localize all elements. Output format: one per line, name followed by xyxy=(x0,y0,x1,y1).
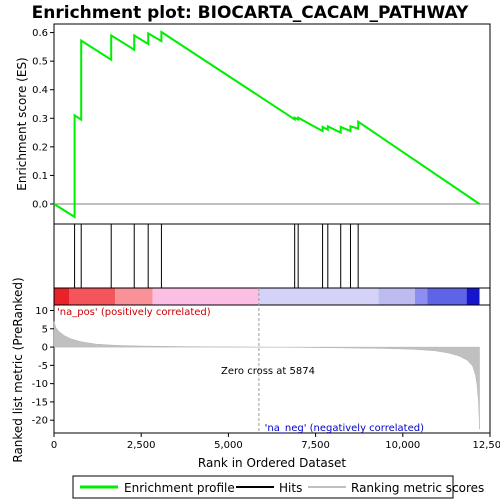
x-tick-label: 5,000 xyxy=(214,440,243,451)
es-y-tick-label: 0.2 xyxy=(32,142,48,153)
metric-y-axis: 10 5 0 -5 -10 -15 -20 xyxy=(32,306,54,427)
color-bar-segment xyxy=(258,288,379,305)
legend: Enrichment profile Hits Ranking metric s… xyxy=(72,475,484,499)
x-axis-label: Rank in Ordered Dataset xyxy=(198,456,346,470)
color-bar-segment xyxy=(466,288,480,305)
na-pos-label: 'na_pos' (positively correlated) xyxy=(57,307,211,318)
zero-cross-label: Zero cross at 5874 xyxy=(221,366,315,377)
es-y-label: Enrichment score (ES) xyxy=(15,57,29,190)
color-bar-panel xyxy=(53,287,491,306)
metric-y-tick-label: 10 xyxy=(35,306,48,317)
color-bar-segment xyxy=(152,288,259,305)
metric-y-tick-label: -15 xyxy=(32,397,48,408)
color-bar-segment xyxy=(427,288,467,305)
es-y-axis: 0.0 0.1 0.2 0.3 0.4 0.5 0.6 xyxy=(32,28,54,211)
es-y-tick-label: 0.3 xyxy=(32,114,48,125)
color-bar-segment xyxy=(115,288,153,305)
metric-y-tick-label: 5 xyxy=(42,324,48,335)
x-tick-label: 2,500 xyxy=(127,440,156,451)
na-neg-label: 'na_neg' (negatively correlated) xyxy=(265,423,424,434)
es-panel-frame xyxy=(53,23,491,225)
ranked-color-bar xyxy=(54,288,480,305)
x-axis: 0 2,500 5,000 7,500 10,000 12,500 xyxy=(51,433,500,451)
es-y-tick-label: 0.6 xyxy=(32,28,48,39)
es-y-tick-label: 0.4 xyxy=(32,85,48,96)
legend-hits-label: Hits xyxy=(279,481,302,495)
legend-ranking-metric-label: Ranking metric scores xyxy=(351,481,484,495)
metric-y-tick-label: -20 xyxy=(32,416,48,427)
x-tick-label: 10,000 xyxy=(385,440,420,451)
metric-panel-frame xyxy=(53,304,491,434)
legend-enrichment-profile-label: Enrichment profile xyxy=(124,481,235,495)
color-bar-segment xyxy=(54,288,69,305)
es-y-tick-label: 0.1 xyxy=(32,171,48,182)
metric-y-tick-label: 0 xyxy=(42,343,48,354)
hits-panel xyxy=(53,223,491,289)
es-y-tick-label: 0.0 xyxy=(32,200,48,211)
hits-panel-frame xyxy=(53,223,491,289)
x-tick-label: 7,500 xyxy=(301,440,330,451)
es-y-tick-label: 0.5 xyxy=(32,57,48,68)
metric-panel: 10 5 0 -5 -10 -15 -20 'na_pos' (positively cor… xyxy=(11,277,491,463)
metric-y-label: Ranked list metric (PreRanked) xyxy=(11,277,25,462)
enrichment-profile-line xyxy=(53,30,481,219)
ranking-metric-area xyxy=(53,321,480,430)
color-bar-segment xyxy=(415,288,428,305)
metric-y-tick-label: -5 xyxy=(38,361,48,372)
hit-marks xyxy=(74,224,359,288)
metric-y-tick-label: -10 xyxy=(32,379,48,390)
chart-title: Enrichment plot: BIOCARTA_CACAM_PATHWAY xyxy=(32,3,469,23)
x-tick-label: 0 xyxy=(51,440,57,451)
x-tick-label: 12,500 xyxy=(473,440,500,451)
color-bar-segment xyxy=(68,288,116,305)
color-bar-segment xyxy=(378,288,416,305)
es-panel: 0.0 0.1 0.2 0.3 0.4 0.5 0.6 Enrichment score (… xyxy=(15,23,491,225)
